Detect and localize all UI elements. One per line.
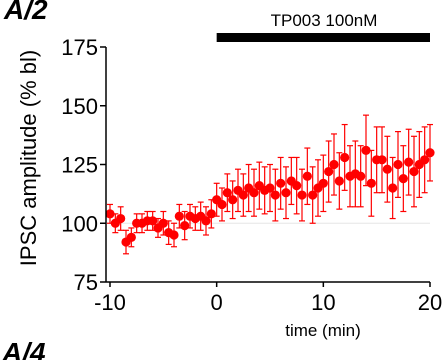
drug-bar-label: TP003 100nM: [271, 11, 378, 30]
data-point: [308, 190, 318, 200]
data-point: [377, 155, 387, 165]
x-tick-label: 0: [211, 290, 223, 315]
data-point: [222, 188, 232, 198]
data-point: [270, 190, 280, 200]
data-point: [361, 145, 371, 155]
data-point: [382, 164, 392, 174]
data-point: [393, 159, 403, 170]
data-point: [404, 157, 414, 167]
tick-labels: 75 100 125 150 175 -10 0 10 20: [61, 35, 442, 315]
data-point: [265, 183, 275, 193]
data-point: [116, 213, 126, 224]
x-tick-label: 20: [418, 290, 442, 315]
y-axis-label: IPSC amplitude (% bl): [16, 50, 41, 266]
x-axis-label: time (min): [285, 321, 361, 340]
x-tick-label: 10: [311, 290, 335, 315]
data-point: [249, 188, 259, 198]
data-point: [334, 176, 344, 186]
data-point: [201, 216, 211, 226]
data-point: [398, 174, 408, 184]
data-point: [388, 183, 398, 193]
y-tick-label: 150: [61, 94, 98, 119]
x-tick-label: -10: [94, 290, 126, 315]
y-tick-label: 75: [74, 270, 98, 295]
data-point: [329, 159, 339, 170]
y-tick-label: 175: [61, 35, 98, 60]
data-point: [180, 221, 190, 231]
data-point: [169, 230, 179, 240]
data-point: [126, 232, 136, 242]
data-point: [228, 195, 238, 205]
data-point: [217, 199, 227, 210]
data-point: [409, 166, 419, 177]
data-points: [105, 145, 435, 247]
axes: [100, 46, 431, 287]
data-point: [318, 178, 328, 188]
data-point: [238, 190, 248, 200]
data-point: [425, 148, 435, 158]
data-point: [276, 178, 286, 188]
data-point: [366, 178, 376, 188]
data-point: [420, 155, 430, 165]
drug-bar: [216, 33, 430, 42]
data-point: [302, 171, 312, 181]
data-point: [281, 188, 291, 198]
data-point: [148, 216, 158, 226]
panel-label: A/2: [3, 0, 48, 25]
data-point: [324, 166, 334, 177]
y-tick-label: 100: [61, 211, 98, 236]
drug-bar-group: TP003 100nM: [216, 11, 430, 42]
data-point: [105, 209, 115, 219]
data-point: [340, 152, 350, 163]
data-point: [292, 181, 302, 191]
y-tick-label: 125: [61, 153, 98, 178]
data-point: [297, 190, 307, 200]
data-point: [206, 209, 216, 219]
data-point: [174, 211, 184, 221]
next-panel-label: A/4: [1, 337, 46, 360]
data-point: [356, 171, 366, 181]
data-point: [158, 218, 168, 228]
